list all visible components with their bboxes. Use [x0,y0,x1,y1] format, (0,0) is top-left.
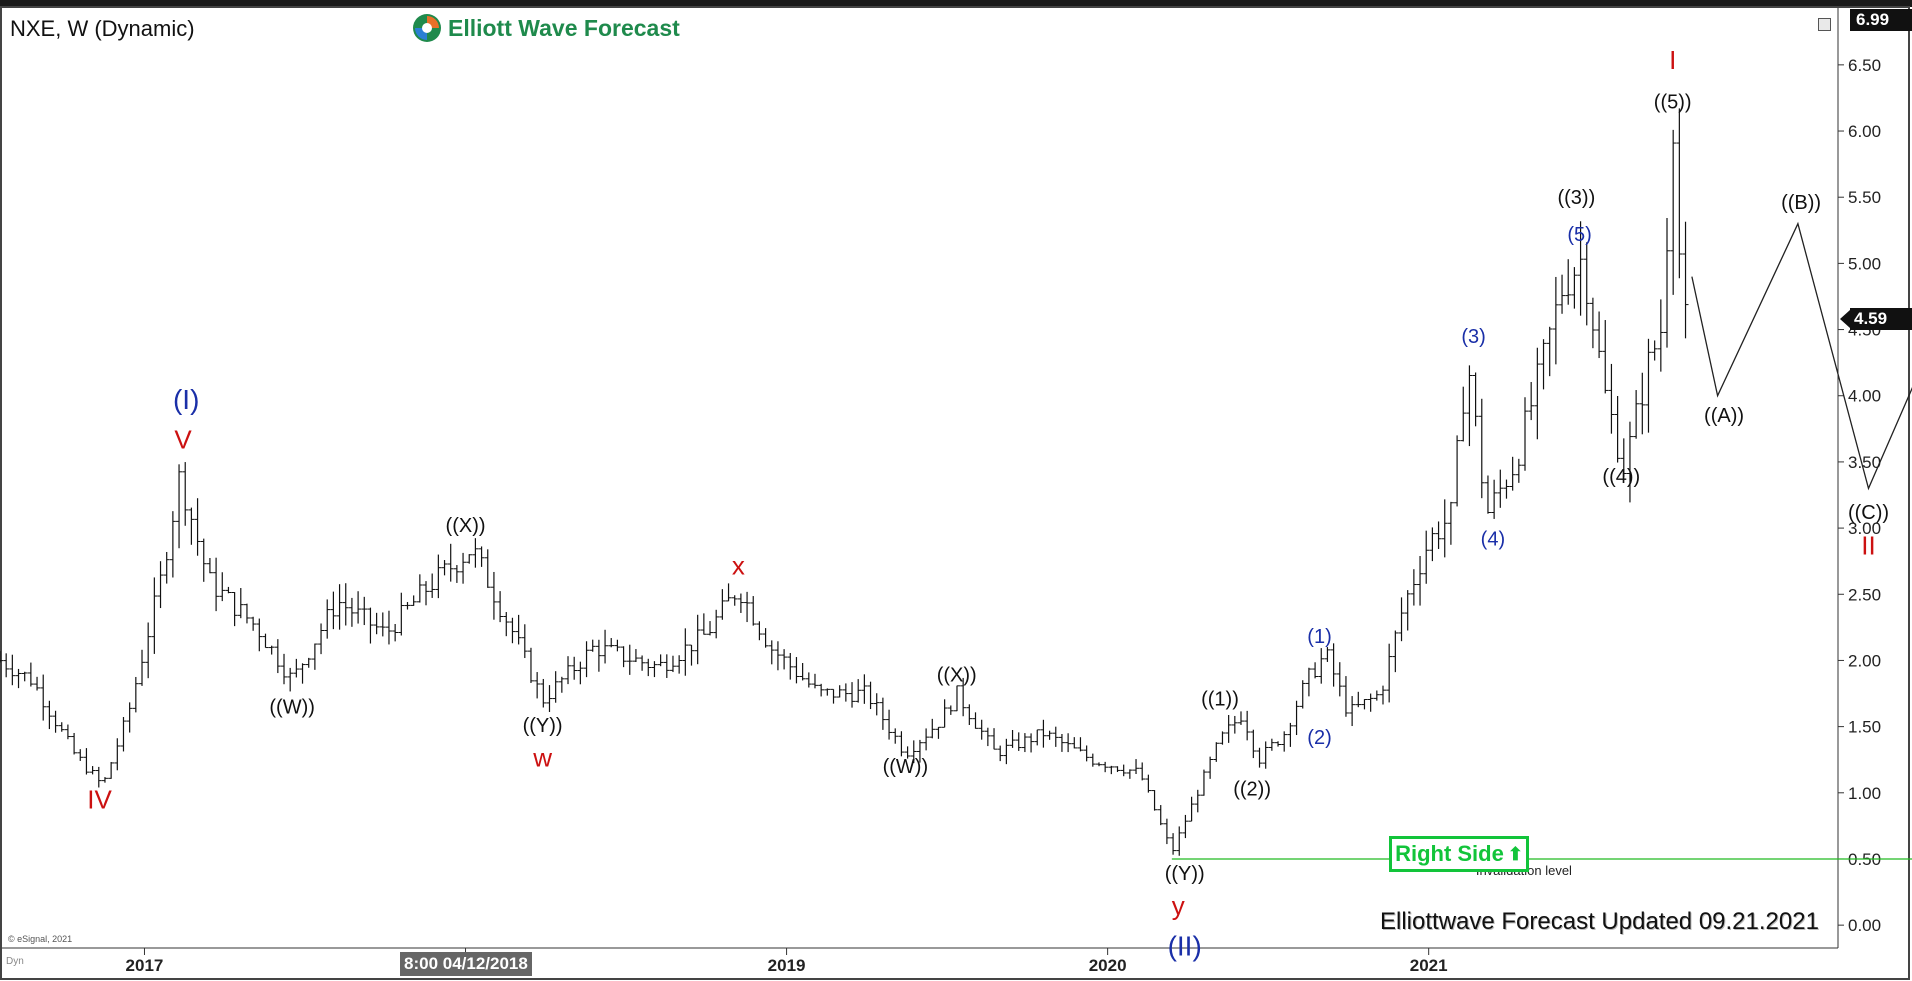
updated-footer: Elliottwave Forecast Updated 09.21.2021 [1380,908,1819,935]
wave-label: ((W)) [883,756,929,778]
wave-label: ((C)) [1848,502,1889,524]
dyn-mark: Dyn [6,956,24,967]
price-tick-label: 6.00 [1848,122,1881,141]
wave-label: ((5)) [1654,92,1692,114]
copyright-text: © eSignal, 2021 [8,934,73,944]
time-tick-label: 2021 [1410,956,1448,975]
price-tick-label: 5.50 [1848,188,1881,207]
wave-label: II [1861,531,1875,561]
right-side-badge: Right Side ⬆ [1389,836,1529,872]
restore-window-icon[interactable] [1818,18,1831,31]
up-arrow-icon: ⬆ [1507,843,1523,864]
wave-label: ((W)) [269,696,315,718]
wave-label: I [1669,45,1676,75]
last-price-arrow-icon [1840,310,1850,328]
wave-label: ((3)) [1557,187,1595,209]
wave-label: ((1)) [1201,688,1239,710]
brand-logo-icon [413,14,441,42]
time-tick-label: 2020 [1089,956,1127,975]
projection-line [1691,221,1912,491]
brand-name: Elliott Wave Forecast [448,14,680,41]
wave-labels: (I) V IV ((W)) ((X)) ((Y)) w x ((W)) ((X)) ((Y)) y (… [87,45,1889,962]
wave-label: (4) [1481,528,1505,550]
wave-label: ((4)) [1602,466,1640,488]
wave-label: (5) [1567,224,1591,246]
price-tick-label: 1.50 [1848,718,1881,737]
wave-label: y [1172,891,1185,921]
wave-label: (1) [1307,626,1331,648]
wave-label: x [732,550,745,580]
price-tick-label: 3.00 [1848,519,1881,538]
projection-path [1691,221,1912,491]
time-tick-label: 2017 [126,956,164,975]
wave-label: ((B)) [1781,192,1821,214]
price-tick-label: 0.00 [1848,916,1881,935]
wave-label: IV [87,785,112,815]
brand-logo-group: Elliott Wave Forecast [412,13,680,43]
wave-label: ((Y)) [1165,863,1205,885]
wave-label: ((A)) [1704,405,1744,427]
price-axis: 0.000.501.001.502.002.503.003.504.004.50… [1837,8,1881,948]
price-tick-label: 3.50 [1848,453,1881,472]
time-tick-label: 2019 [768,956,806,975]
top-price-tag: 6.99 [1850,9,1912,31]
wave-label: (2) [1307,727,1331,749]
wave-label: (3) [1461,326,1485,348]
invalidation-level: Invalidation level0.50 [1171,858,1912,878]
time-axis: 20172018201920202021 [0,6,1910,980]
right-side-label: Right Side [1395,841,1504,866]
price-tick-label: 2.00 [1848,651,1881,670]
symbol-title: NXE, W (Dynamic) [10,16,195,41]
price-tick-label: 2.50 [1848,585,1881,604]
price-tick-label: 5.00 [1848,254,1881,273]
wave-label: ((2)) [1233,778,1271,800]
wave-label: ((X)) [937,665,977,687]
wave-label: w [532,742,552,772]
price-tick-label: 1.00 [1848,784,1881,803]
window-top-bar [0,0,1912,7]
ohlc-bars [0,108,1689,856]
price-tick-label: 6.50 [1848,56,1881,75]
chart-border [0,6,1910,980]
last-price-tag: 4.59 [1850,308,1912,330]
price-tick-label: 4.00 [1848,387,1881,406]
cursor-date-readout: 8:00 04/12/2018 [400,952,532,976]
wave-label: V [174,425,192,455]
wave-label: (II) [1168,931,1202,962]
wave-label: ((Y)) [523,715,563,737]
wave-label: ((X)) [446,515,486,537]
wave-label: (I) [173,384,199,415]
